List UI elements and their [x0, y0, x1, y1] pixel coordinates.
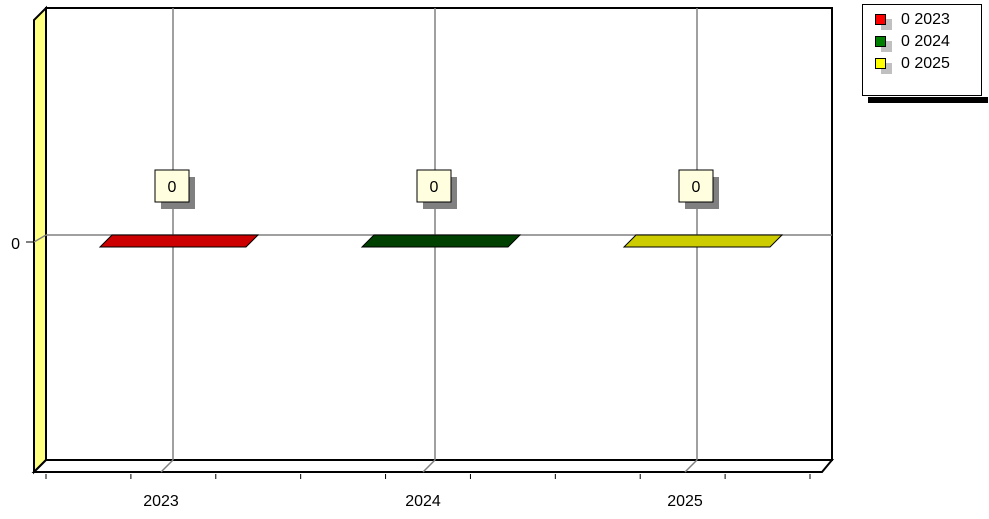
y-tick-label: 0	[11, 236, 20, 253]
plot-floor	[31, 459, 835, 473]
x-tick-label: 2023	[143, 493, 179, 510]
side-wall	[33, 5, 47, 475]
grid-line-floor	[160, 459, 174, 473]
bars	[98, 234, 784, 248]
bar	[622, 234, 784, 248]
legend-item: 0 2023	[863, 9, 981, 31]
legend-item: 0 2024	[863, 31, 981, 53]
legend: 0 2023 0 2024 0 2025	[862, 4, 982, 96]
data-label-box	[154, 169, 190, 203]
legend-label: 0 2023	[901, 11, 950, 28]
data-label: 0	[430, 179, 439, 196]
grid-line-wall	[33, 234, 47, 243]
data-label: 0	[168, 179, 177, 196]
legend-swatch	[875, 36, 886, 47]
legend-swatch	[875, 14, 886, 25]
data-label-box	[678, 169, 714, 203]
legend-swatch-shadow	[881, 41, 892, 52]
legend-swatch-shadow	[881, 19, 892, 30]
axes: 0 2023 2024 2025	[11, 236, 811, 510]
bar	[98, 234, 260, 248]
legend-label: 0 2024	[901, 33, 950, 50]
legend-shadow	[868, 97, 988, 103]
data-label-box	[416, 169, 452, 203]
legend-swatch-shadow	[881, 63, 892, 74]
legend-swatch	[875, 58, 886, 69]
x-tick-label: 2024	[405, 493, 441, 510]
grid-line-floor	[684, 459, 698, 473]
legend-label: 0 2025	[901, 55, 950, 72]
legend-item: 0 2025	[863, 53, 981, 75]
plot-back-wall	[45, 7, 833, 461]
grid-line-floor	[422, 459, 436, 473]
data-label: 0	[692, 179, 701, 196]
x-tick-label: 2025	[667, 493, 703, 510]
bar	[360, 234, 522, 248]
data-labels: 0 0 0	[154, 169, 719, 209]
